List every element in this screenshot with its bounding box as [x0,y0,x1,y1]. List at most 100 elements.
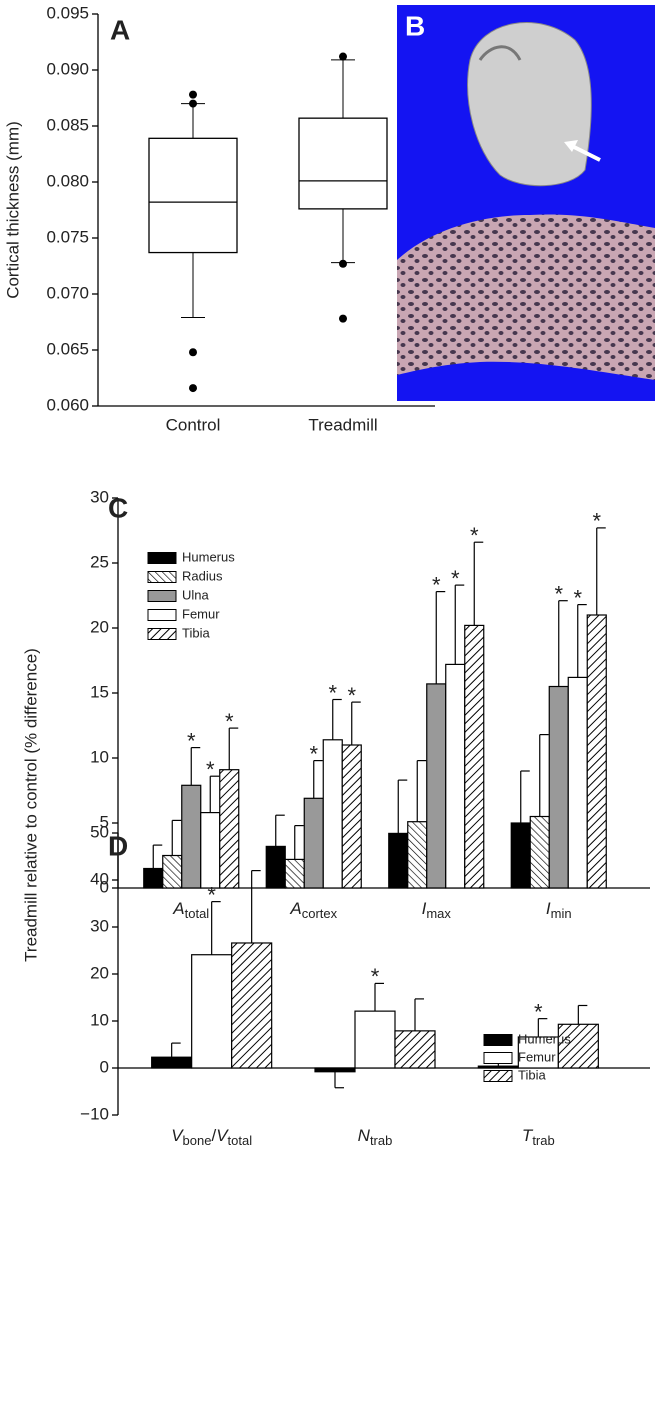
bone-render [397,214,655,380]
label-part: N [358,1126,371,1145]
y-tick-label: 10 [90,1010,109,1029]
legend-label: Radius [182,568,223,583]
legend-swatch [147,628,177,640]
panel-label: C [108,492,128,523]
y-tick-label: 50 [90,822,109,841]
bar [354,1010,396,1069]
significance-star: * [347,683,356,708]
bar [426,683,447,889]
outlier [339,314,347,323]
legend-swatch [147,609,177,621]
outlier [189,348,197,357]
y-tick-label: 20 [90,963,109,982]
bar [567,676,588,889]
x-tick-label: Atotal [172,899,209,921]
y-tick-label: 0.095 [46,3,89,22]
y-tick-label: 0.065 [46,339,89,358]
label-sub: trab [532,1133,554,1148]
significance-star: * [309,741,318,766]
label-part: A [289,899,301,918]
x-tick-label: Treadmill [308,415,377,434]
panel-label: B [405,10,425,41]
x-tick-label: Ntrab [358,1126,393,1148]
y-tick-label: 0.085 [46,115,89,134]
bar [265,845,286,889]
legend-label: Tibia [182,625,210,640]
y-axis-title: Cortical thickness (mm) [3,121,22,299]
panel-label: D [108,830,128,861]
y-tick-label: 25 [90,552,109,571]
legend-swatch [147,590,177,602]
box [148,137,238,254]
significance-star: * [592,509,601,534]
box [298,117,388,210]
significance-star: * [371,964,380,989]
legend-label: Femur [518,1049,556,1064]
significance-star: * [534,999,543,1024]
bar [388,832,409,889]
y-tick-label: 0.060 [46,395,89,414]
panel-label: A [110,14,130,45]
legend-swatch [147,571,177,583]
skull-detail [478,45,522,61]
skull-render [467,22,592,187]
bar [394,1030,436,1069]
y-tick-label: 10 [90,747,109,766]
label-part: I [422,899,427,918]
y-axis-title: Treadmill relative to control (% differe… [21,648,40,962]
label-part: I [546,899,551,918]
y-tick-label: 0 [100,877,109,896]
label-sub: cortex [302,906,338,921]
y-tick-label: 40 [90,869,109,888]
y-tick-label: 30 [90,916,109,935]
bar [143,867,164,889]
significance-star: * [470,523,479,548]
bar [529,815,550,889]
significance-star: * [432,572,441,597]
outlier [189,90,197,99]
bar [191,954,233,1069]
bar [181,784,202,889]
label-part: V [216,1126,229,1145]
y-tick-label: 0.070 [46,283,89,302]
label-part: A [172,899,184,918]
y-tick-label: 0.075 [46,227,89,246]
outlier [339,52,347,61]
bar [303,797,324,889]
significance-star: * [328,680,337,705]
x-tick-label: Vbone/Vtotal [171,1126,252,1148]
significance-star: * [451,566,460,591]
label-sub: min [551,906,572,921]
bar [548,685,569,889]
label-sub: bone [183,1133,212,1148]
significance-star: * [207,882,216,907]
legend-label: Humerus [518,1031,571,1046]
legend-swatch [483,1052,513,1064]
y-tick-label: 20 [90,617,109,636]
label-part: / [211,1126,216,1145]
x-tick-label: Control [166,415,221,434]
bar [284,858,305,889]
significance-star: * [554,582,563,607]
legend-label: Femur [182,606,220,621]
arrow [571,144,601,162]
bar [557,1023,599,1069]
y-tick-label: 30 [90,487,109,506]
bar [510,822,531,889]
label-part: V [171,1126,184,1145]
bar [586,614,607,889]
y-tick-label: 0.090 [46,59,89,78]
arrow-head [564,140,578,152]
bar [322,739,343,889]
x-tick-label: Imin [546,899,572,921]
bar [200,811,221,889]
legend-swatch [483,1070,513,1082]
label-part: T [522,1126,534,1145]
legend-label: Ulna [182,587,210,602]
bar [151,1056,193,1069]
x-tick-label: Imax [422,899,452,921]
label-sub: total [185,906,210,921]
bar [314,1067,356,1073]
y-tick-label: 0.080 [46,171,89,190]
